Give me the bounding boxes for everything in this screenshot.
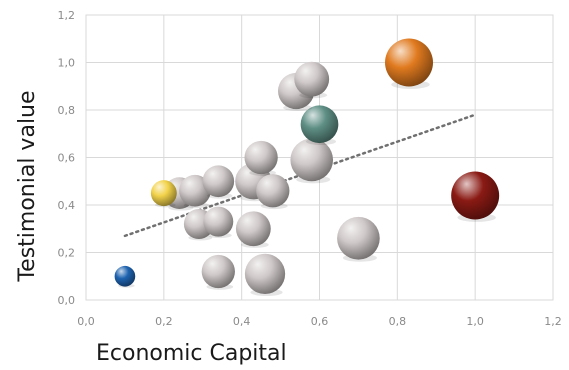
bubble-point xyxy=(150,180,177,207)
y-tick-label: 0,6 xyxy=(58,152,76,165)
y-tick-label: 1,2 xyxy=(58,9,76,22)
bubble-point xyxy=(114,265,136,287)
x-tick-label: 1,0 xyxy=(466,315,484,328)
y-tick-label: 0,8 xyxy=(58,104,76,117)
y-tick-label: 0,4 xyxy=(58,199,76,212)
bubble-point xyxy=(202,165,235,198)
x-tick-label: 0,4 xyxy=(233,315,251,328)
x-tick-label: 1,2 xyxy=(544,315,562,328)
bubble-point xyxy=(300,105,339,144)
bubble-point xyxy=(203,206,234,237)
bubble-point xyxy=(256,174,290,208)
tick-labels: 0,0 0,2 0,4 0,6 0,8 1,0 1,2 0,0 0,2 0,4 0,6 0,8 1,0 1… xyxy=(58,9,562,328)
bubble-point xyxy=(244,253,286,294)
bubble-point xyxy=(337,216,380,260)
y-tick-label: 1,0 xyxy=(58,57,76,70)
bubble-point xyxy=(385,38,434,87)
bubble-point xyxy=(451,171,500,220)
bubble-point xyxy=(235,211,271,247)
bubble-point xyxy=(244,140,278,175)
bubble-point xyxy=(290,138,334,182)
x-tick-label: 0,6 xyxy=(311,315,329,328)
x-tick-label: 0,0 xyxy=(77,315,95,328)
x-tick-label: 0,2 xyxy=(155,315,173,328)
y-tick-label: 0,2 xyxy=(58,247,76,260)
bubbles xyxy=(114,38,500,297)
x-axis-title: Economic Capital xyxy=(96,341,287,366)
y-axis-title: Testimonial value xyxy=(15,90,40,282)
x-tick-label: 0,8 xyxy=(389,315,407,328)
y-tick-label: 0,0 xyxy=(58,294,76,307)
bubble-point xyxy=(201,254,235,289)
bubble-point xyxy=(294,61,330,97)
